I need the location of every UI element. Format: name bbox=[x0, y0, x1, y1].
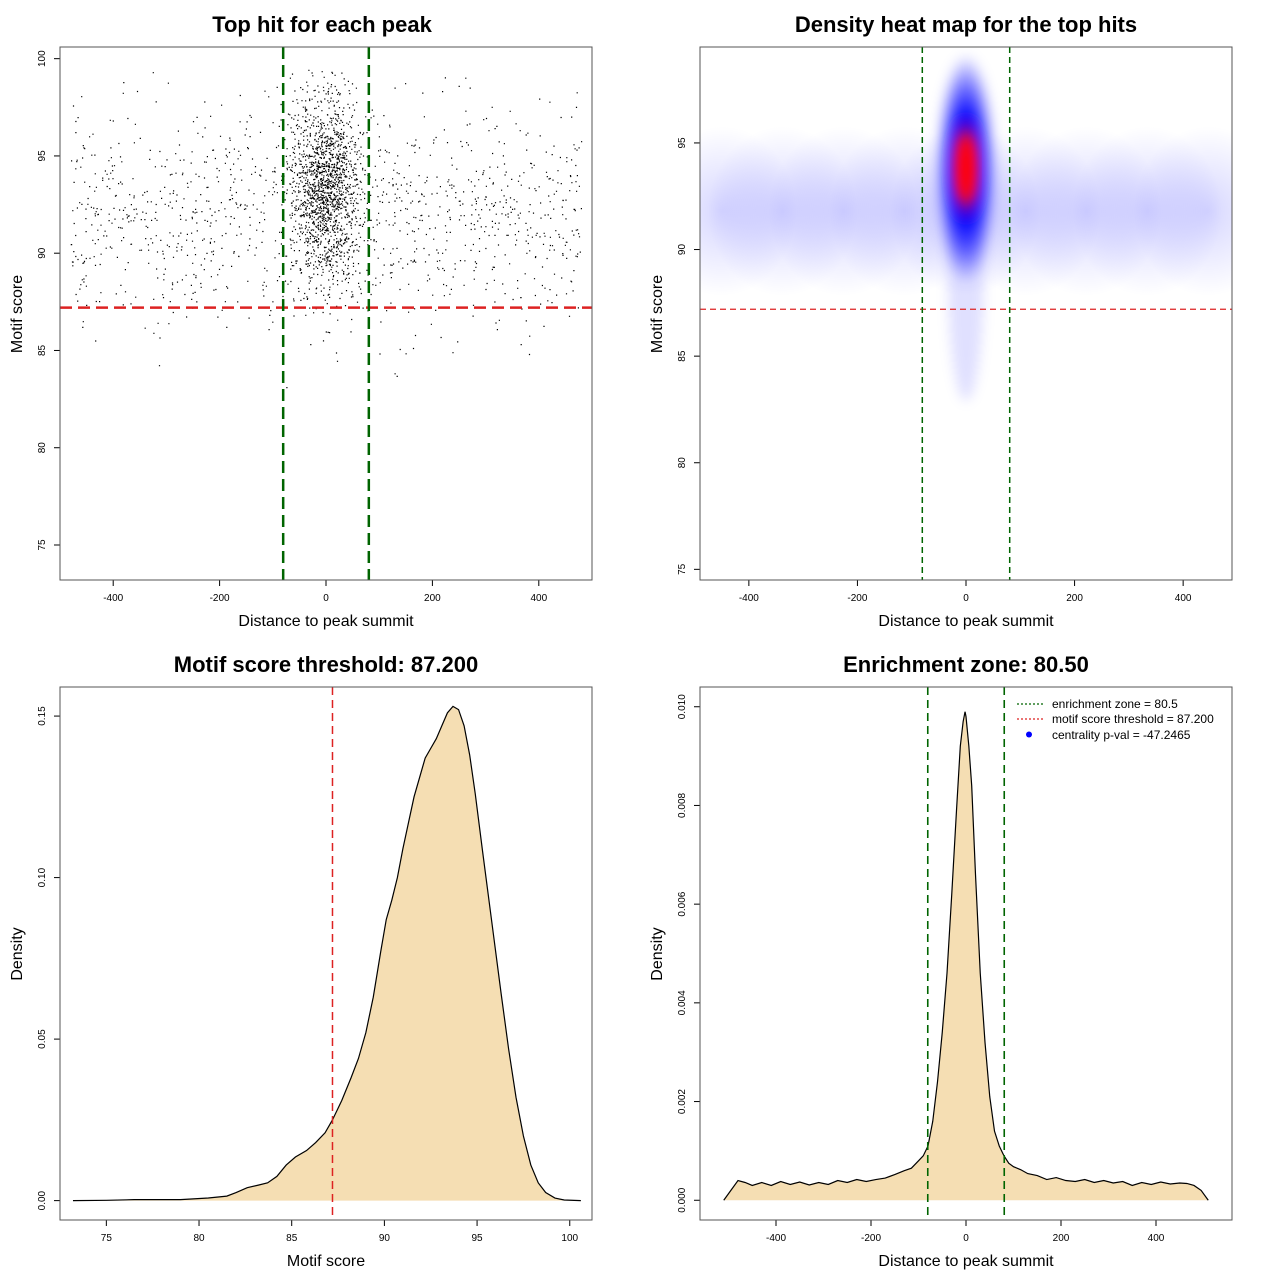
distance-density-ytick-label: 0.006 bbox=[677, 891, 688, 916]
score-density-ytick-label: 0.05 bbox=[37, 1029, 48, 1049]
score-density-curve bbox=[72, 705, 581, 1202]
distance-density-curve bbox=[723, 711, 1209, 1201]
scatter-points bbox=[70, 69, 583, 389]
scatter-xtick-label: -400 bbox=[103, 593, 123, 604]
score-density-frame bbox=[59, 686, 593, 1221]
score-density-ytick-label: 0.10 bbox=[37, 867, 48, 887]
scatter-xtick-label: 400 bbox=[530, 593, 547, 604]
scatter-ylabel: Motif score bbox=[9, 275, 26, 353]
score-density-xtick-label: 75 bbox=[101, 1233, 113, 1244]
scatter-ytick-label: 95 bbox=[37, 150, 48, 162]
heatmap-ytick-label: 80 bbox=[677, 457, 688, 469]
scatter-ytick-label: 100 bbox=[37, 50, 48, 67]
panel-distance-density: Enrichment zone: 80.50 -400 -200 0 200 400 0.… bbox=[649, 652, 1233, 1270]
score-density-ytick-label: 0.00 bbox=[37, 1190, 48, 1210]
distance-density-ytick-label: 0.002 bbox=[677, 1089, 688, 1114]
panel-score-density: Motif score threshold: 87.200 75 80 85 90 95… bbox=[9, 652, 593, 1270]
scatter-xtick-label: 0 bbox=[323, 593, 329, 604]
distance-density-title: Enrichment zone: 80.50 bbox=[843, 652, 1089, 677]
score-density-ytick-label: 0.15 bbox=[37, 706, 48, 726]
legend-threshold-label: motif score threshold = 87.200 bbox=[1052, 712, 1214, 726]
heatmap-ylabel: Motif score bbox=[649, 275, 666, 353]
legend-pval-label: centrality p-val = -47.2465 bbox=[1052, 728, 1191, 742]
distance-density-xlabel: Distance to peak summit bbox=[878, 1253, 1054, 1270]
heatmap-ytick-label: 95 bbox=[677, 137, 688, 149]
distance-density-ytick-label: 0.004 bbox=[677, 990, 688, 1015]
scatter-title: Top hit for each peak bbox=[212, 12, 432, 37]
heatmap-frame bbox=[699, 46, 1233, 581]
distance-density-xtick-label: 400 bbox=[1148, 1233, 1165, 1244]
heatmap-title: Density heat map for the top hits bbox=[795, 12, 1137, 37]
heatmap-xtick-label: 0 bbox=[963, 593, 969, 604]
score-density-xlabel: Motif score bbox=[287, 1253, 365, 1270]
distance-density-plot-area: -400 -200 0 200 400 0.000 0.002 0.004 0.006 0.008… bbox=[677, 686, 1233, 1244]
heatmap-xtick-label: 400 bbox=[1175, 593, 1192, 604]
distance-density-ytick-label: 0.010 bbox=[677, 694, 688, 719]
scatter-ytick-label: 75 bbox=[37, 539, 48, 551]
scatter-xtick-label: 200 bbox=[424, 593, 441, 604]
score-density-xtick-label: 90 bbox=[379, 1233, 391, 1244]
score-density-xtick-label: 95 bbox=[472, 1233, 484, 1244]
distance-density-ylabel: Density bbox=[649, 927, 666, 980]
heatmap-plot-area: -400 -200 0 200 400 75 80 85 90 95 bbox=[677, 46, 1233, 604]
scatter-xtick-label: -200 bbox=[210, 593, 230, 604]
scatter-ytick-label: 80 bbox=[37, 442, 48, 454]
score-density-xtick-label: 85 bbox=[286, 1233, 298, 1244]
heatmap-layer bbox=[700, 53, 1232, 401]
heatmap-peak-core bbox=[958, 136, 974, 201]
heatmap-background-blob bbox=[1133, 126, 1232, 297]
distance-density-ytick-label: 0.008 bbox=[677, 792, 688, 817]
scatter-ytick-label: 85 bbox=[37, 344, 48, 356]
heatmap-xlabel: Distance to peak summit bbox=[878, 613, 1054, 630]
distance-density-xtick-label: 200 bbox=[1053, 1233, 1070, 1244]
distance-density-ytick-label: 0.000 bbox=[677, 1187, 688, 1212]
legend-zone-label: enrichment zone = 80.5 bbox=[1052, 697, 1178, 711]
legend-pval-dot bbox=[1026, 731, 1032, 738]
panel-heatmap: Density heat map for the top hits -400 -2… bbox=[649, 12, 1233, 630]
heatmap-ytick-label: 85 bbox=[677, 350, 688, 362]
score-density-xtick-label: 100 bbox=[561, 1233, 578, 1244]
heatmap-ytick-label: 90 bbox=[677, 244, 688, 256]
distance-density-frame bbox=[699, 686, 1233, 1221]
distance-density-xtick-label: 0 bbox=[963, 1233, 969, 1244]
distance-density-xtick-label: -200 bbox=[861, 1233, 881, 1244]
score-density-fill bbox=[72, 706, 581, 1201]
score-density-title: Motif score threshold: 87.200 bbox=[174, 652, 478, 677]
heatmap-xtick-label: -200 bbox=[847, 593, 867, 604]
distance-density-fill bbox=[723, 711, 1209, 1201]
scatter-plot-area: -400 -200 0 200 400 75 80 85 90 95 100 bbox=[37, 46, 593, 604]
score-density-ylabel: Density bbox=[9, 927, 26, 980]
score-density-plot-area: 75 80 85 90 95 100 0.00 0.05 0.10 0.15 bbox=[37, 686, 593, 1244]
scatter-ytick-label: 90 bbox=[37, 247, 48, 259]
distance-density-xtick-label: -400 bbox=[766, 1233, 786, 1244]
panel-scatter: Top hit for each peak -400 -200 0 200 400 75 8… bbox=[9, 12, 593, 630]
scatter-frame bbox=[59, 46, 593, 581]
score-density-xtick-label: 80 bbox=[193, 1233, 205, 1244]
scatter-xlabel: Distance to peak summit bbox=[238, 613, 414, 630]
legend: enrichment zone = 80.5 motif score thres… bbox=[1017, 697, 1214, 742]
heatmap-xtick-label: 200 bbox=[1066, 593, 1083, 604]
heatmap-xtick-label: -400 bbox=[739, 593, 759, 604]
heatmap-ytick-label: 75 bbox=[677, 563, 688, 575]
